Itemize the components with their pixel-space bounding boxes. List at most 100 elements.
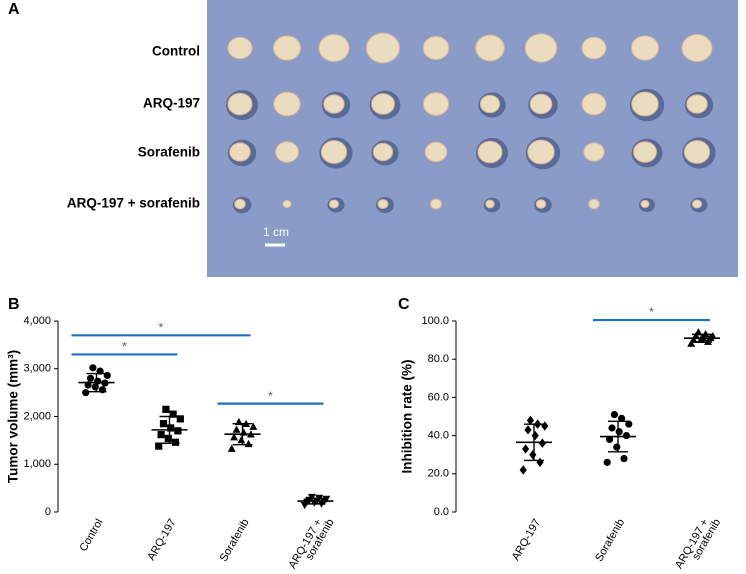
y-tick-label: 20.0: [428, 468, 449, 480]
data-point: [618, 414, 626, 423]
y-tick-label: 60.0: [428, 391, 449, 403]
data-point: [606, 435, 614, 444]
tumor: [371, 93, 395, 115]
data-point: [541, 421, 549, 431]
tumor: [323, 94, 345, 114]
tumor: [581, 36, 607, 60]
scale-label: 1 cm: [263, 225, 289, 239]
tumor: [631, 35, 659, 61]
data-point: [249, 422, 258, 430]
tumor: [318, 34, 350, 62]
tumor: [479, 94, 501, 114]
data-point: [94, 377, 102, 385]
y-axis-label: Tumor volume (mm³): [6, 350, 21, 483]
significance-label: *: [122, 340, 127, 354]
data-point: [307, 493, 316, 502]
panel-label: B: [8, 296, 20, 313]
tumor: [524, 33, 558, 63]
x-tick-label: ARQ-197: [510, 517, 543, 563]
data-point: [692, 331, 700, 340]
tumor: [588, 198, 600, 210]
tumor: [477, 140, 503, 164]
panel-label: A: [8, 1, 20, 18]
tumor: [275, 141, 299, 163]
y-tick-label: 2,000: [23, 410, 51, 422]
data-point: [524, 425, 532, 435]
data-point: [169, 410, 177, 418]
data-point: [701, 330, 710, 338]
y-tick-label: 1,000: [23, 458, 51, 470]
data-point: [157, 431, 165, 439]
row-label: Sorafenib: [138, 145, 200, 160]
data-point: [237, 436, 246, 444]
data-point: [531, 430, 539, 441]
data-point: [622, 432, 631, 440]
data-point: [615, 428, 623, 436]
tumor: [686, 94, 708, 114]
tumor: [581, 92, 607, 116]
tumor: [229, 142, 251, 162]
data-point: [613, 443, 621, 451]
tumor: [527, 139, 555, 165]
data-point: [625, 420, 633, 428]
tumor: [227, 92, 253, 116]
data-point: [529, 450, 537, 460]
data-point: [708, 331, 717, 340]
data-point: [174, 427, 182, 435]
y-axis-label: Inhibition rate (%): [400, 360, 415, 474]
panel-label: C: [398, 296, 410, 313]
y-tick-label: 3,000: [23, 363, 51, 375]
x-tick-label: Sorafenib: [218, 517, 252, 564]
data-point: [526, 415, 534, 425]
data-point: [538, 438, 546, 448]
tumor: [282, 199, 292, 209]
tumor: [424, 141, 448, 163]
data-point: [232, 425, 241, 433]
significance-label: *: [268, 389, 273, 403]
tumor: [372, 142, 394, 162]
x-tick-label: ARQ-197: [145, 517, 178, 563]
data-point: [536, 457, 544, 468]
tumor: [633, 141, 657, 163]
data-point: [687, 339, 696, 347]
data-point: [159, 420, 168, 428]
tumor: [422, 36, 450, 60]
tumor: [273, 91, 301, 117]
data-point: [164, 434, 172, 443]
row-label: Control: [152, 44, 200, 59]
y-tick-label: 40.0: [428, 430, 449, 442]
tumor: [329, 199, 339, 209]
data-point: [162, 405, 170, 413]
tumor: [683, 140, 711, 164]
data-point: [155, 442, 163, 450]
tumor: [422, 92, 450, 116]
y-tick-label: 0.0: [434, 506, 449, 518]
tumor: [377, 199, 389, 209]
tumor: [640, 199, 650, 209]
data-point: [244, 439, 253, 448]
data-point: [522, 444, 530, 454]
data-point: [610, 410, 619, 419]
data-point: [608, 424, 616, 432]
tumor: [692, 199, 702, 209]
data-point: [519, 465, 527, 475]
data-point: [689, 335, 698, 343]
tumor: [631, 91, 659, 117]
y-tick-label: 4,000: [23, 315, 51, 327]
y-tick-label: 100.0: [421, 315, 449, 327]
x-tick-label: Control: [77, 517, 105, 554]
tumor: [273, 35, 301, 61]
significance-label: *: [649, 305, 654, 319]
data-point: [82, 389, 90, 397]
y-tick-label: 80.0: [428, 353, 449, 365]
data-point: [694, 328, 703, 336]
tumor: [475, 34, 505, 62]
y-tick-label: 0: [45, 506, 51, 518]
tumor: [320, 140, 348, 164]
data-point: [603, 458, 611, 466]
tumor: [485, 199, 495, 209]
row-label: ARQ-197: [143, 96, 200, 111]
tumor-photo: [226, 32, 716, 214]
row-label: ARQ-197 + sorafenib: [67, 196, 200, 211]
